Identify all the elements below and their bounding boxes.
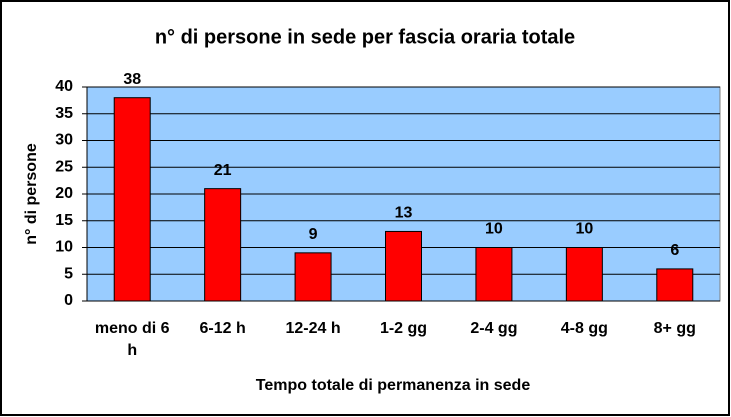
y-tick-label: 20 bbox=[55, 185, 73, 202]
chart-title: n° di persone in sede per fascia oraria … bbox=[155, 26, 575, 48]
y-tick-label: 30 bbox=[55, 132, 73, 149]
y-tick-label: 0 bbox=[64, 292, 73, 309]
bar bbox=[204, 188, 242, 302]
bar bbox=[565, 247, 603, 302]
bar bbox=[656, 268, 694, 302]
bar bbox=[475, 247, 513, 302]
x-tick-label: 12-24 h bbox=[285, 320, 341, 337]
x-tick-label: 2-4 gg bbox=[470, 320, 518, 337]
y-tick-label: 10 bbox=[55, 239, 73, 256]
y-tick-label: 5 bbox=[64, 265, 73, 282]
x-axis-label: Tempo totale di permanenza in sede bbox=[256, 377, 531, 394]
bar bbox=[113, 97, 151, 302]
data-label: 21 bbox=[214, 162, 232, 179]
bar bbox=[385, 230, 422, 302]
y-tick-label: 35 bbox=[55, 105, 73, 122]
x-tick-label: 4-8 gg bbox=[560, 320, 608, 337]
x-tick-label: 8+ gg bbox=[653, 320, 696, 337]
x-tick-label: meno di 6 h bbox=[94, 320, 170, 359]
data-label: 13 bbox=[395, 205, 413, 222]
y-tick-label: 25 bbox=[55, 158, 73, 175]
data-label: 38 bbox=[123, 71, 141, 88]
y-tick-label: 15 bbox=[55, 212, 73, 229]
data-label: 10 bbox=[575, 221, 593, 238]
x-tick-label: 1-2 gg bbox=[379, 320, 428, 337]
y-axis-label: n° di persone bbox=[23, 143, 40, 245]
y-tick-label: 40 bbox=[55, 78, 73, 95]
data-label: 6 bbox=[670, 242, 679, 259]
data-label: 9 bbox=[309, 226, 318, 243]
bar bbox=[294, 252, 332, 302]
data-label: 10 bbox=[485, 221, 503, 238]
x-tick-label: 6-12 h bbox=[199, 320, 246, 337]
